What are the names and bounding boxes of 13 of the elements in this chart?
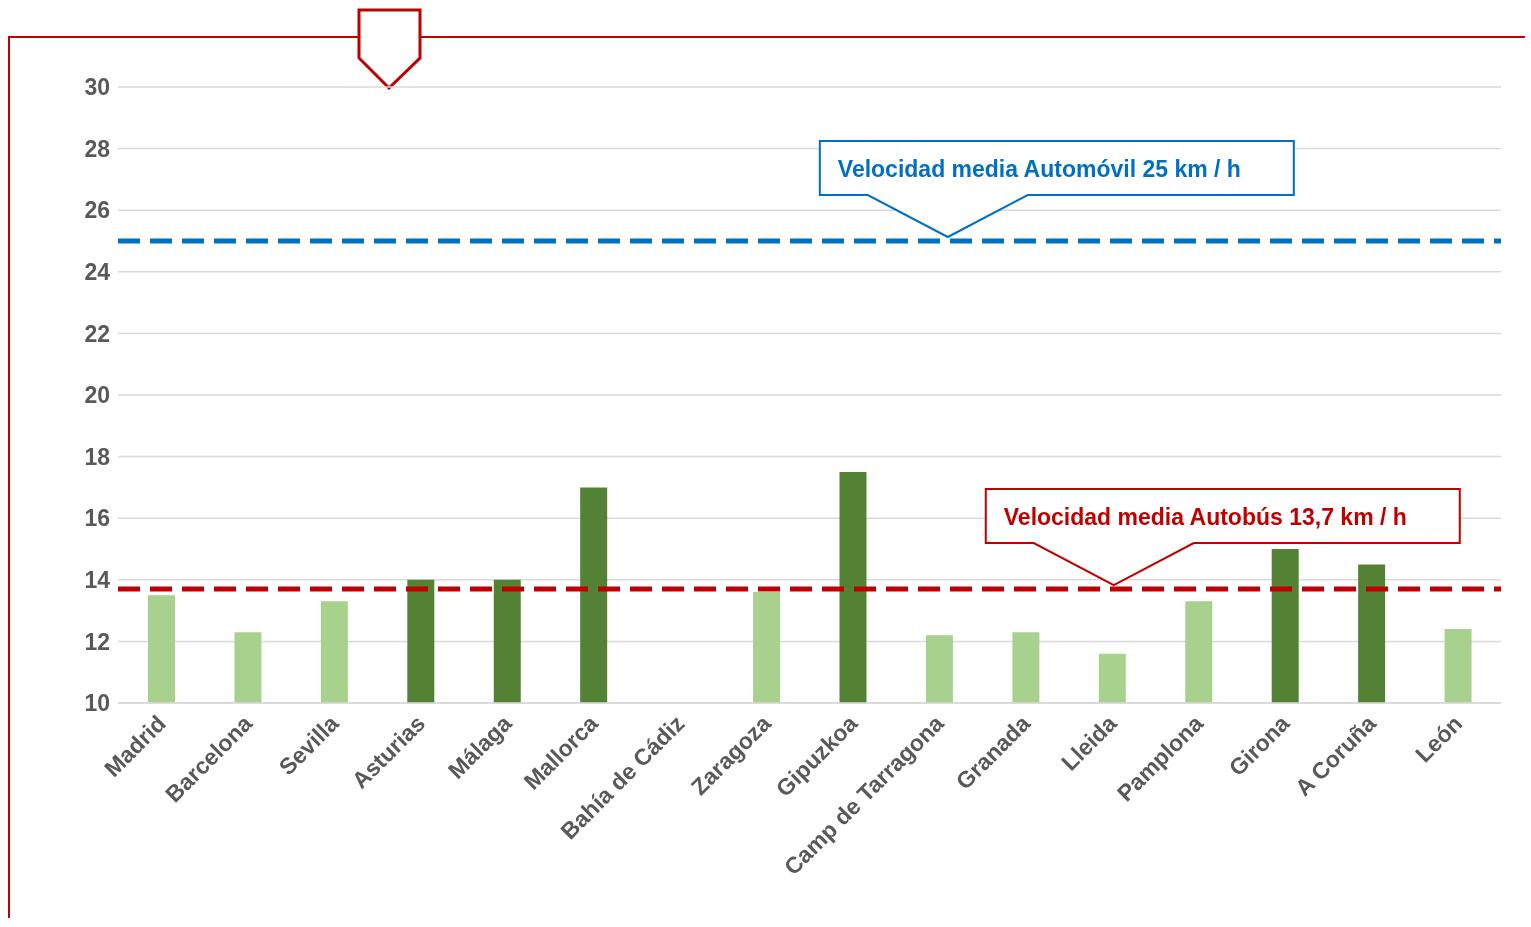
y-tick-label: 12 (84, 628, 110, 655)
y-tick-label: 10 (84, 690, 110, 717)
y-tick-label: 30 (84, 74, 110, 101)
ref-line-label: Velocidad media Autobús 13,7 km / h (1003, 504, 1407, 531)
y-tick-label: 18 (84, 443, 111, 470)
y-tick-label: 24 (84, 258, 111, 285)
ref-line-label: Velocidad media Automóvil 25 km / h (837, 156, 1241, 182)
y-tick-label: 20 (84, 382, 110, 409)
y-tick-label: 28 (84, 135, 111, 162)
y-tick-label: 16 (84, 505, 110, 532)
y-tick-label: 14 (84, 566, 111, 593)
y-tick-label: 26 (84, 197, 110, 224)
y-tick-label: 22 (84, 320, 110, 347)
